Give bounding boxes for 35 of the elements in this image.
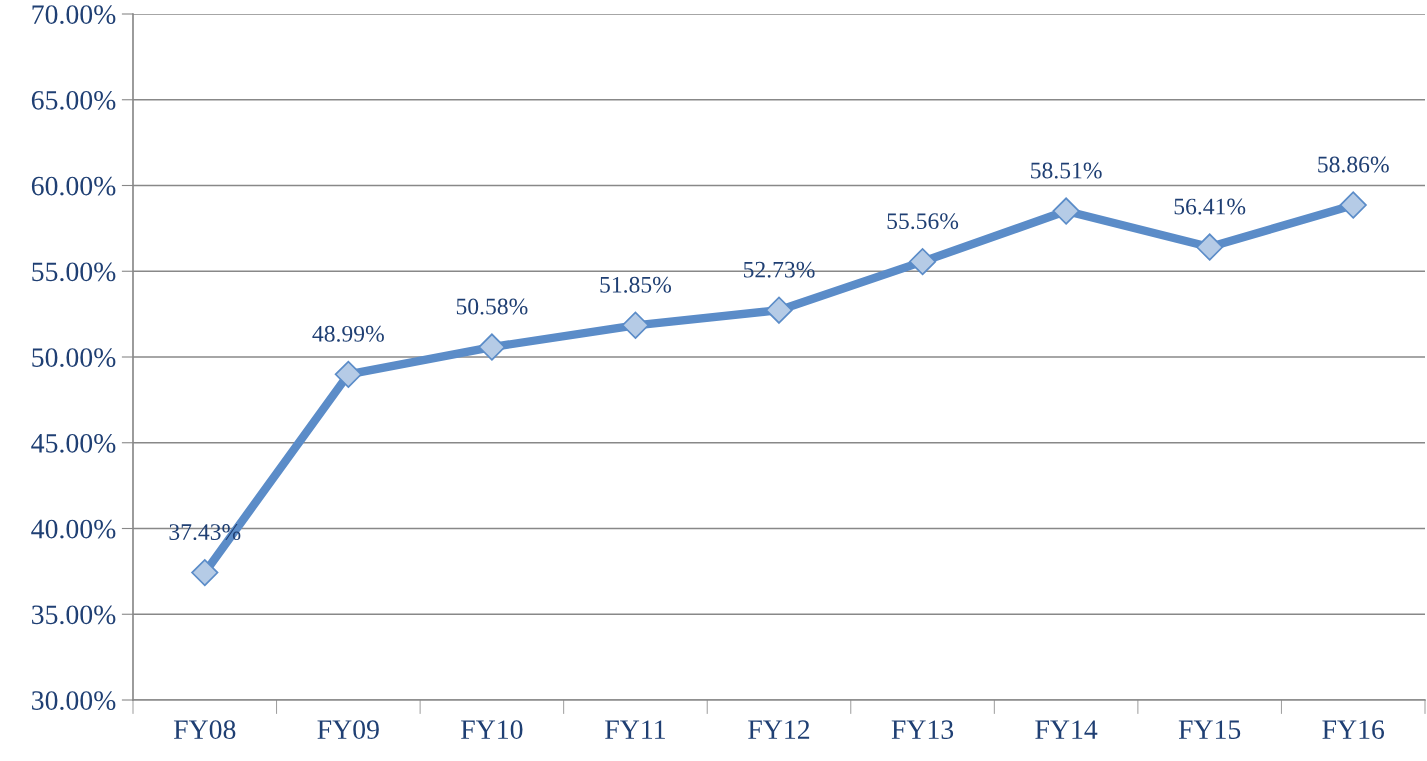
data-label: 50.58%: [456, 298, 528, 315]
x-tick-label: FY09: [317, 720, 379, 739]
point: [1339, 191, 1367, 219]
y-tick-label: 40.00%: [31, 519, 116, 539]
x-tick-label: FY13: [891, 720, 954, 739]
point: [765, 296, 793, 324]
point: [1052, 197, 1080, 225]
x-tick-label: FY14: [1035, 720, 1098, 739]
point: [621, 311, 650, 339]
x-tick-label: FY12: [748, 720, 810, 739]
x-tick-label: FY15: [1178, 720, 1241, 739]
data-label: 58.51%: [1031, 162, 1102, 179]
data-label: 58.86%: [1318, 156, 1389, 173]
x-tick-label: FY11: [605, 720, 665, 739]
y-tick-label: 55.00%: [32, 262, 116, 282]
data-label: 48.99%: [312, 325, 384, 342]
data-label: 51.85%: [600, 276, 672, 293]
point: [1196, 233, 1224, 261]
data-label: 52.73%: [743, 261, 815, 278]
y-tick-label: 30.00%: [32, 691, 116, 711]
y-tick-label: 45.00%: [31, 433, 116, 453]
x-tick-label: FY08: [173, 720, 236, 739]
point: [908, 248, 937, 276]
data-label: 56.41%: [1174, 198, 1246, 215]
y-tick-label: 65.00%: [31, 90, 116, 110]
y-tick-label: 35.00%: [32, 605, 116, 625]
data-label: 55.56%: [887, 213, 959, 230]
x-tick-label: FY16: [1322, 720, 1385, 739]
y-tick-label: 60.00%: [31, 176, 116, 196]
point: [478, 333, 506, 361]
x-tick-label: FY10: [461, 720, 523, 739]
point: [191, 558, 219, 587]
y-tick-label: 70.00%: [32, 5, 116, 25]
y-tick-label: 50.00%: [32, 348, 116, 368]
point: [334, 360, 362, 388]
